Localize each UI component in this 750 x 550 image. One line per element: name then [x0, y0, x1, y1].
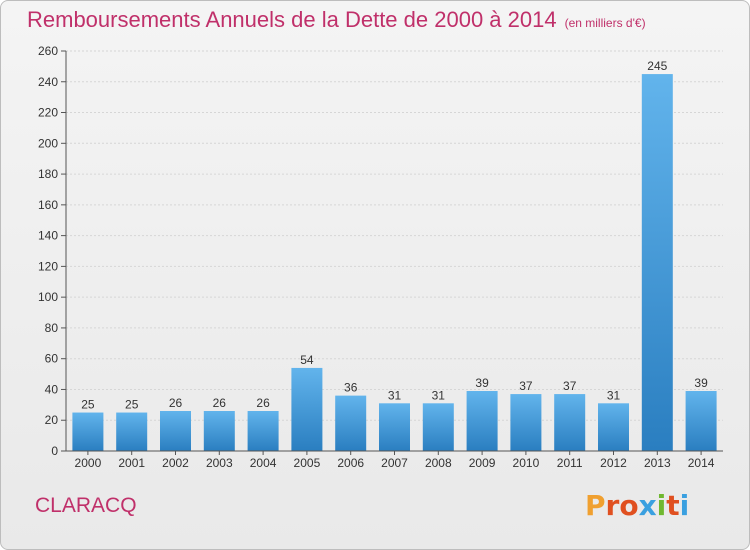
y-tick-label: 20	[45, 413, 59, 427]
value-label: 26	[256, 396, 270, 410]
bar-2009[interactable]	[466, 391, 498, 451]
gridlines	[66, 50, 723, 421]
y-tick-label: 120	[38, 259, 58, 273]
y-tick-label: 240	[38, 75, 58, 89]
x-tick-label: 2007	[381, 456, 408, 470]
x-tick-label: 2009	[469, 456, 496, 470]
y-tick-label: 200	[38, 136, 58, 150]
value-label: 245	[647, 59, 667, 73]
bar-2013[interactable]	[641, 74, 673, 452]
x-tick-label: 2003	[206, 456, 233, 470]
bar-2002[interactable]	[160, 411, 191, 451]
logo-letter: x	[638, 489, 657, 522]
bar-2007[interactable]	[379, 403, 410, 451]
value-label: 37	[519, 379, 533, 393]
logo-letter: t	[666, 489, 680, 522]
value-label: 37	[563, 379, 577, 393]
y-tick-label: 160	[38, 198, 58, 212]
x-tick-label: 2014	[688, 456, 715, 470]
y-axis: 0 20 40 60 80 100 120 140 160 180 200 220 240 260	[38, 44, 67, 458]
y-tick-label: 0	[51, 444, 58, 458]
y-tick-label: 140	[38, 229, 58, 243]
x-tick-label: 2001	[118, 456, 145, 470]
logo-letter: i	[656, 489, 667, 522]
y-tick-label: 180	[38, 167, 58, 181]
value-label: 26	[169, 396, 183, 410]
logo-letter: i	[679, 489, 690, 522]
bar-2011[interactable]	[554, 394, 586, 451]
value-label: 31	[432, 388, 446, 402]
chart-title: Remboursements Annuels de la Dette de 20…	[27, 7, 646, 33]
value-label: 26	[213, 396, 227, 410]
bar-2006[interactable]	[335, 395, 367, 451]
proxiti-logo[interactable]: Proxiti	[585, 489, 689, 522]
x-tick-label: 2012	[600, 456, 627, 470]
x-tick-label: 2013	[644, 456, 671, 470]
unit-label: (en milliers d'€)	[564, 16, 646, 30]
y-tick-label: 260	[38, 44, 58, 58]
x-tick-label: 2011	[557, 456, 583, 470]
x-tick-label: 2010	[513, 456, 540, 470]
x-tick-label: 2004	[250, 456, 277, 470]
value-label: 25	[125, 398, 139, 412]
x-tick-label: 2002	[162, 456, 189, 470]
value-label: 39	[694, 376, 708, 390]
value-label: 31	[388, 388, 402, 402]
logo-letter: o	[619, 489, 639, 522]
y-tick-label: 60	[45, 352, 59, 366]
logo-letter: P	[585, 489, 606, 522]
y-tick-label: 80	[45, 321, 59, 335]
value-label: 31	[607, 388, 621, 402]
bars: 25 25 26 26 26 54 36 31 31 39 37 37 31 245 39	[72, 59, 717, 452]
value-label: 54	[300, 353, 314, 367]
bar-2012[interactable]	[598, 403, 629, 451]
logo-letter: r	[605, 489, 620, 522]
bar-2014[interactable]	[685, 391, 717, 451]
x-tick-label: 2000	[75, 456, 102, 470]
value-label: 25	[81, 398, 95, 412]
value-label: 39	[475, 376, 489, 390]
bar-2001[interactable]	[116, 412, 148, 451]
y-tick-label: 100	[38, 290, 58, 304]
x-tick-label: 2005	[294, 456, 321, 470]
bar-2004[interactable]	[247, 411, 279, 451]
bar-2003[interactable]	[203, 411, 235, 451]
commune-name: CLARACQ	[35, 494, 137, 517]
value-label: 36	[344, 381, 358, 395]
bar-2000[interactable]	[72, 412, 104, 451]
x-tick-label: 2006	[337, 456, 364, 470]
bar-2008[interactable]	[422, 403, 454, 451]
bar-2010[interactable]	[510, 394, 542, 451]
x-tick-label: 2008	[425, 456, 452, 470]
y-tick-label: 40	[45, 382, 59, 396]
y-tick-label: 220	[38, 106, 58, 120]
x-axis: 2000 2001 2002 2003 2004 2005 2006 2007 2008 2009…	[66, 450, 723, 470]
bar-2005[interactable]	[291, 367, 323, 451]
title-text: Remboursements Annuels de la Dette de 20…	[27, 7, 557, 32]
